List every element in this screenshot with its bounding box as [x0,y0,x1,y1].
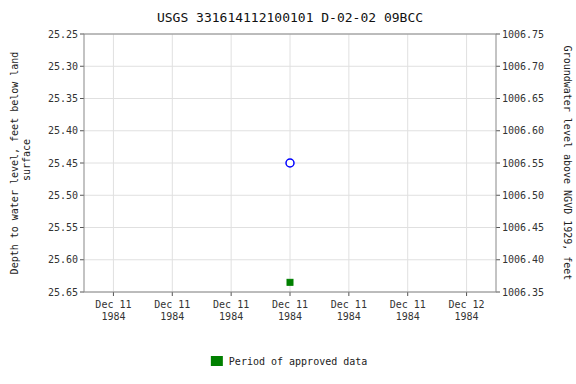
tick [496,163,500,164]
tick [496,130,500,131]
tick-label: 1006.70 [502,61,544,72]
tick [496,259,500,260]
grid [84,34,496,292]
tick [407,292,408,296]
tick-label: 1006.75 [502,29,544,40]
point [287,279,293,285]
tick-label: 25.35 [48,93,78,104]
point [286,159,294,167]
grid-line [113,34,114,292]
plot-frame [84,34,496,292]
axes: 25.25 25.30 25.35 25.40 25.45 25.50 25.55 25.60… [48,29,544,323]
tick-label: 25.55 [48,222,78,233]
tick-label: 1006.60 [502,125,544,136]
chart: 25.25 25.30 25.35 25.40 25.45 25.50 25.55 25.60… [0,0,576,384]
text-line: 1984 [455,311,479,322]
text-line: 1984 [278,311,302,322]
text-line: Dec 11 [390,299,426,310]
tick-label: Dec 111984 [331,299,367,322]
tick [80,195,84,196]
plot-background [84,34,496,292]
text-line: Dec 11 [272,299,308,310]
text-line: Dec 11 [154,299,190,310]
tick [80,163,84,164]
tick-label: 1006.40 [502,254,544,265]
tick-label: Dec 121984 [449,299,485,322]
tick [496,66,500,67]
text-line: surface [21,139,32,187]
grid-line [466,34,467,292]
tick [80,98,84,99]
tick-label: 25.45 [48,158,78,169]
text-line: 1984 [337,311,361,322]
tick [80,259,84,260]
tick-label: Dec 111984 [154,299,190,322]
tick [496,227,500,228]
axis-label: Depth to water level, feet below land su… [9,52,32,275]
tick [466,292,467,296]
tick [113,292,114,296]
data [286,159,294,285]
grid-line [231,34,232,292]
tick [80,66,84,67]
tick [80,227,84,228]
legend-swatch [211,356,223,366]
tick [80,292,84,293]
tick-label: 25.40 [48,125,78,136]
grid-line [172,34,173,292]
tick-label: Dec 111984 [95,299,131,322]
text-line: Dec 11 [95,299,131,310]
text-line: Dec 11 [331,299,367,310]
text-line: 1984 [160,311,184,322]
tick [496,34,500,35]
axis-label: Groundwater level above NGVD 1929, feet [562,46,573,281]
text-line: Depth to water level, feet below land [9,52,20,275]
tick-label: 25.50 [48,190,78,201]
title: USGS 331614112100101 D-02-02 09BCC [157,10,423,25]
tick-label: 25.60 [48,254,78,265]
tick [80,130,84,131]
tick [496,292,500,293]
tick-label: 1006.35 [502,287,544,298]
text-line: 1984 [219,311,243,322]
legend-label: Period of approved data [229,356,367,367]
text-line: 1984 [101,311,125,322]
tick-label: Dec 111984 [272,299,308,322]
tick-label: 25.65 [48,287,78,298]
tick-label: 1006.50 [502,190,544,201]
text-line: Dec 11 [213,299,249,310]
tick [80,34,84,35]
tick-label: 1006.65 [502,93,544,104]
tick-label: 25.25 [48,29,78,40]
text-line: Dec 12 [449,299,485,310]
tick [231,292,232,296]
tick-label: 1006.45 [502,222,544,233]
grid-line [348,34,349,292]
legend: Period of approved data [211,356,367,367]
tick-label: Dec 111984 [213,299,249,322]
tick-label: 1006.55 [502,158,544,169]
tick-label: 25.30 [48,61,78,72]
tick-label: Dec 111984 [390,299,426,322]
tick [496,195,500,196]
tick [496,98,500,99]
text-line: 1984 [396,311,420,322]
tick [348,292,349,296]
tick [172,292,173,296]
tick [290,292,291,296]
grid-line [407,34,408,292]
